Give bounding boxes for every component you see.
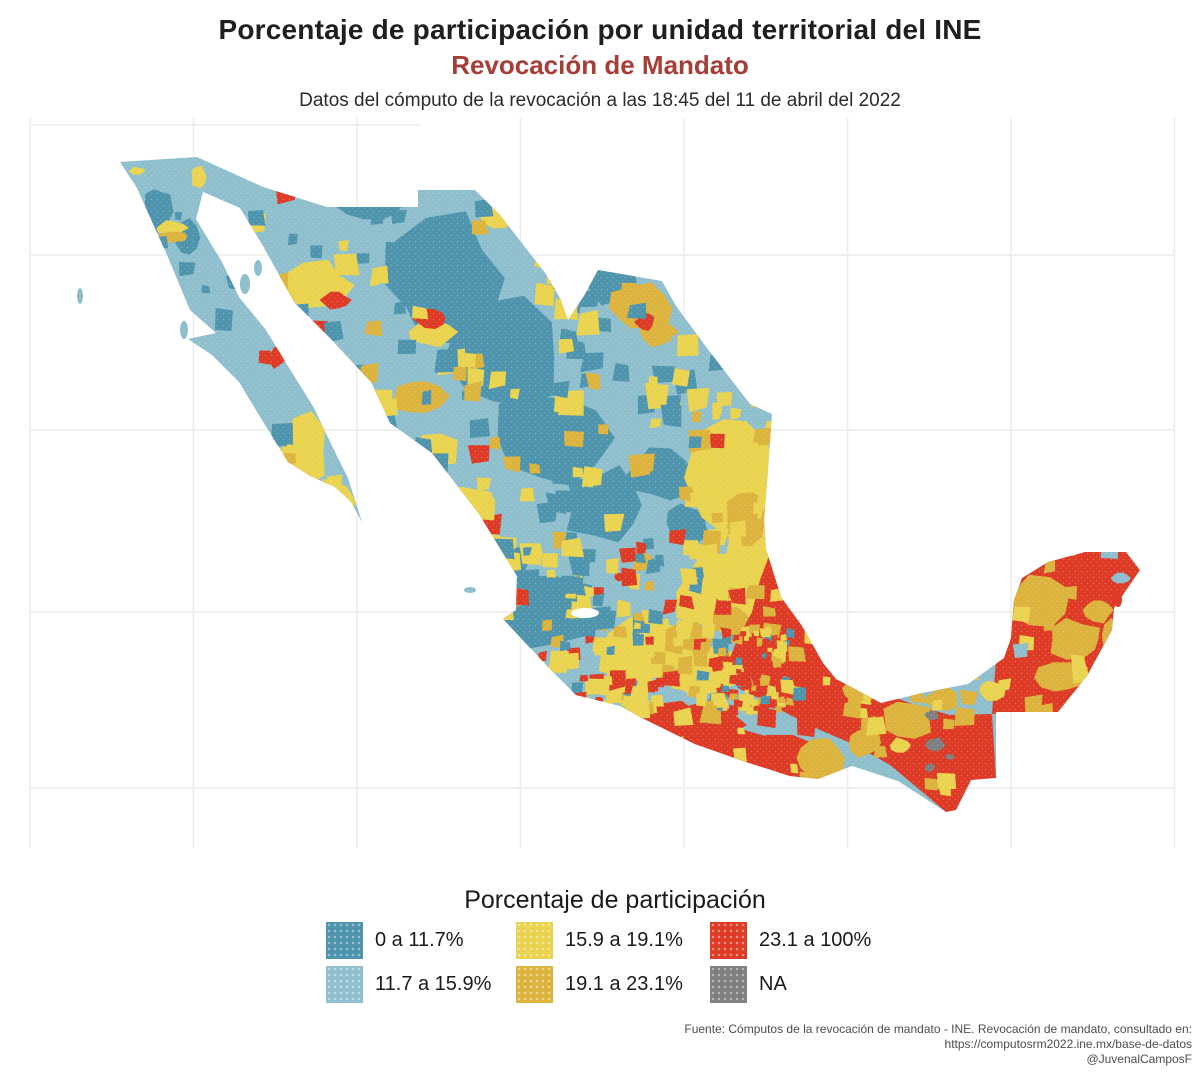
legend-label: NA	[759, 973, 787, 995]
legend-item: 15.9 a 19.1%	[516, 922, 710, 966]
legend-item: 11.7 a 15.9%	[326, 966, 516, 1010]
source-caption: Fuente: Cómputos de la revocación de man…	[684, 1022, 1192, 1067]
island	[254, 260, 262, 276]
caption-line-3: @JuvenalCamposF	[1086, 1052, 1192, 1066]
island	[464, 587, 476, 593]
legend-label: 0 a 11.7%	[375, 929, 464, 951]
legend-item: 0 a 11.7%	[326, 922, 516, 966]
island	[1114, 593, 1122, 607]
legend-swatch-Y	[516, 922, 553, 959]
legend-swatch-R	[710, 922, 747, 959]
legend-item: 19.1 a 23.1%	[516, 966, 710, 1010]
legend-title: Porcentaje de participación	[464, 886, 766, 914]
legend-label: 15.9 a 19.1%	[565, 929, 683, 951]
chart-note: Datos del cómputo de la revocación a las…	[299, 90, 901, 111]
legend-swatch-G	[516, 966, 553, 1003]
island	[180, 321, 188, 339]
legend-item: 23.1 a 100%	[710, 922, 871, 966]
legend-label: 23.1 a 100%	[759, 929, 872, 951]
island	[77, 288, 83, 304]
legend-label: 19.1 a 23.1%	[565, 973, 683, 995]
caption-line-1: Fuente: Cómputos de la revocación de man…	[684, 1022, 1192, 1036]
legend-label: 11.7 a 15.9%	[375, 973, 492, 995]
island	[240, 274, 250, 294]
legend-swatch-L	[326, 966, 363, 1003]
caption-line-2: https://computosrm2022.ine.mx/base-de-da…	[944, 1037, 1192, 1051]
legend-item: NA	[710, 966, 871, 1010]
legend-items: 0 a 11.7% 11.7 a 15.9% 15.9 a 19.1% 19.1 a …	[326, 922, 871, 1010]
legend-swatch-B	[326, 922, 363, 959]
chart-title: Porcentaje de participación por unidad t…	[218, 14, 982, 45]
legend-swatch-N	[710, 966, 747, 1003]
chart-subtitle: Revocación de Mandato	[451, 50, 749, 80]
